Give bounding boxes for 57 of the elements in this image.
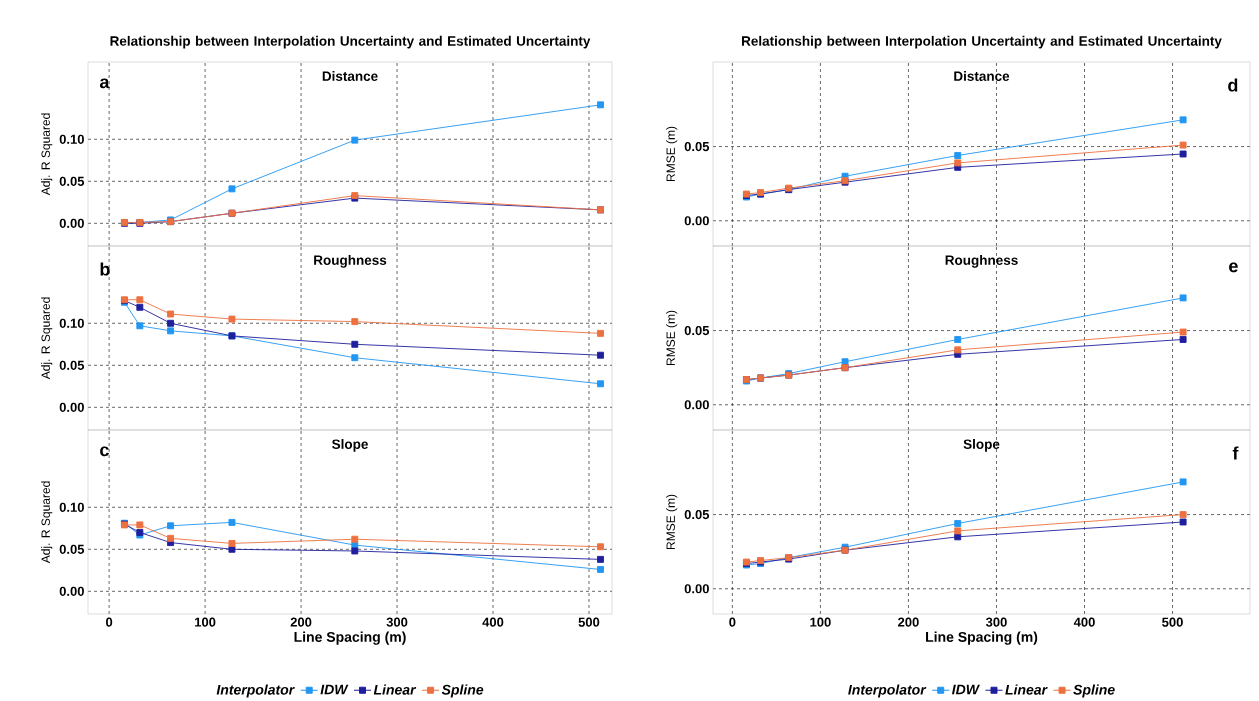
y-tick-label: 0.05 [59, 544, 85, 554]
legend-label: Linear [373, 684, 417, 695]
x-tick-label: 400 [1073, 617, 1095, 627]
chart-title: Relationship between Interpolation Uncertainty and Estimated Uncertainty [110, 35, 591, 49]
x-tick-label: 100 [195, 617, 216, 627]
text: Roughness [945, 255, 1018, 268]
x-tick-label: 200 [898, 617, 919, 627]
y-axis-title: Adj. R Squared [41, 113, 53, 196]
y-tick-label: 0.10 [59, 502, 84, 512]
y-tick-label: 0.00 [684, 584, 709, 594]
text: Distance [954, 71, 1010, 81]
text: Slope [332, 439, 368, 452]
x-tick-label: 300 [386, 617, 408, 627]
annotation: b [100, 262, 110, 276]
legend-label: Spline [1073, 684, 1115, 698]
y-tick-label: 0.05 [684, 141, 710, 152]
y-tick-label: 0.00 [59, 402, 84, 412]
y-tick-label: 0.00 [684, 216, 709, 226]
legend-label: Spline [441, 684, 484, 698]
text: Distance [322, 71, 378, 81]
x-tick-label: 0 [729, 617, 736, 627]
y-tick-label: 0.05 [59, 360, 85, 370]
legend-label: Linear [1005, 684, 1048, 695]
y-tick-label: 0.05 [684, 325, 710, 336]
y-axis-title: Adj. R Squared [41, 481, 53, 564]
x-axis-title: Line Spacing (m) [926, 631, 1038, 645]
x-axis-title: Line Spacing (m) [294, 631, 406, 645]
y-axis-title: Adj. R Squared [41, 297, 53, 380]
legend-title: Interpolator [216, 684, 295, 698]
y-tick-label: 0.05 [59, 176, 85, 186]
x-tick-label: 500 [1162, 617, 1183, 627]
y-tick-label: 0.10 [59, 318, 84, 328]
annotation: a [99, 78, 110, 89]
x-tick-label: 200 [290, 617, 312, 627]
x-tick-label: 400 [482, 617, 504, 627]
annotation: c [100, 446, 109, 457]
x-tick-label: 0 [106, 617, 113, 627]
y-axis-title: RMSE (m) [666, 494, 678, 549]
y-axis-title: RMSE (m) [666, 126, 678, 181]
text: Slope [963, 439, 1000, 452]
annotation: d [1228, 78, 1238, 92]
x-tick-label: 100 [810, 617, 831, 627]
annotation: e [1229, 262, 1238, 273]
x-tick-label: 300 [985, 617, 1007, 627]
text: Roughness [314, 255, 387, 268]
chart-title: Relationship between Interpolation Uncertainty and Estimated Uncertainty [742, 35, 1222, 49]
legend-title: Interpolator [848, 684, 927, 698]
legend-label: IDW [320, 684, 349, 695]
y-tick-label: 0.05 [684, 509, 710, 520]
y-tick-label: 0.10 [59, 134, 84, 144]
y-tick-label: 0.00 [59, 586, 84, 596]
annotation: f [1232, 446, 1239, 460]
y-tick-label: 0.00 [59, 218, 84, 228]
legend-label: IDW [951, 684, 980, 695]
x-tick-label: 500 [578, 617, 600, 627]
y-axis-title: RMSE (m) [666, 310, 678, 365]
y-tick-label: 0.00 [684, 400, 709, 410]
